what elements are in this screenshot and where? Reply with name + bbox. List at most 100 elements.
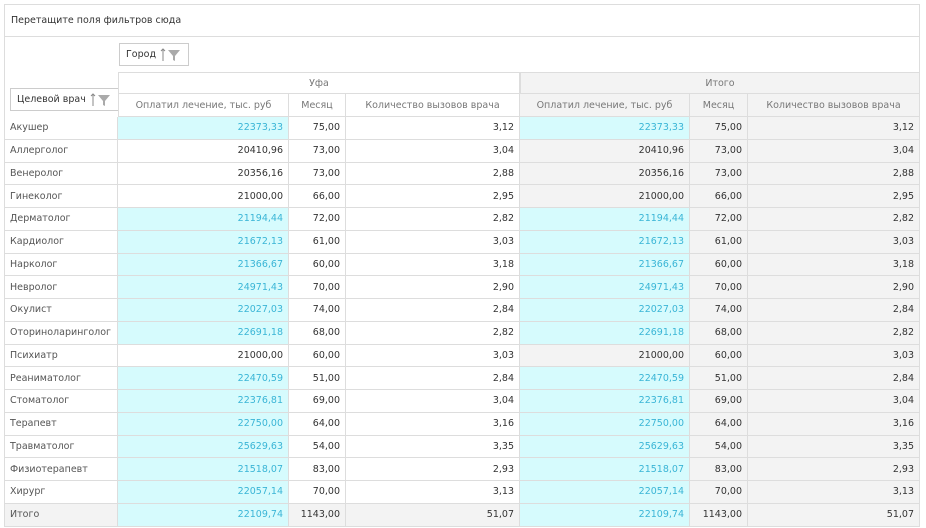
value-cell: 22376,81 <box>520 390 690 413</box>
value-cell: 73,00 <box>289 162 346 186</box>
value-cell: 64,00 <box>289 412 346 436</box>
value-cell: 54,00 <box>690 435 748 459</box>
value-cell: 20410,96 <box>520 139 690 163</box>
value-cell: 83,00 <box>289 458 346 481</box>
value-cell: 61,00 <box>289 230 346 254</box>
measure-header: Оплатил лечение, тыс. руб <box>520 94 690 117</box>
row-header: Акушер <box>4 117 118 140</box>
value-cell: 75,00 <box>690 117 748 140</box>
row-header: Венеролог <box>4 162 118 186</box>
value-cell: 22691,18 <box>118 321 289 345</box>
value-cell: 68,00 <box>289 321 346 345</box>
value-cell: 1143,00 <box>690 503 748 527</box>
value-cell: 70,00 <box>690 276 748 299</box>
value-cell: 66,00 <box>690 185 748 208</box>
value-cell: 3,12 <box>346 117 520 140</box>
value-cell: 3,12 <box>748 117 920 140</box>
measure-header: Количество вызовов врача <box>748 94 920 117</box>
value-cell: 60,00 <box>690 344 748 368</box>
row-header: Гинеколог <box>4 185 118 208</box>
value-cell: 21366,67 <box>520 253 690 277</box>
measure-header: Оплатил лечение, тыс. руб <box>118 94 289 117</box>
value-cell: 21672,13 <box>520 230 690 254</box>
value-cell: 61,00 <box>690 230 748 254</box>
value-cell: 73,00 <box>289 139 346 163</box>
value-cell: 70,00 <box>690 481 748 504</box>
value-cell: 2,82 <box>748 321 920 345</box>
value-cell: 69,00 <box>289 390 346 413</box>
value-cell: 22373,33 <box>118 117 289 140</box>
value-cell: 21672,13 <box>118 230 289 254</box>
value-cell: 20410,96 <box>118 139 289 163</box>
value-cell: 2,90 <box>346 276 520 299</box>
value-cell: 2,84 <box>346 299 520 322</box>
value-cell: 60,00 <box>690 253 748 277</box>
value-cell: 72,00 <box>690 208 748 231</box>
value-cell: 73,00 <box>690 139 748 163</box>
filter-area[interactable]: Перетащите поля фильтров сюда <box>4 4 920 37</box>
value-cell: 72,00 <box>289 208 346 231</box>
value-cell: 64,00 <box>690 412 748 436</box>
value-cell: 2,82 <box>748 208 920 231</box>
value-cell: 21000,00 <box>520 185 690 208</box>
value-cell: 2,93 <box>748 458 920 481</box>
value-cell: 3,13 <box>346 481 520 504</box>
row-header: Аллерголог <box>4 139 118 163</box>
row-header: Нарколог <box>4 253 118 277</box>
row-header: Стоматолог <box>4 390 118 413</box>
value-cell: 3,35 <box>748 435 920 459</box>
value-cell: 3,16 <box>346 412 520 436</box>
value-cell: 3,04 <box>346 139 520 163</box>
value-cell: 2,84 <box>346 367 520 390</box>
value-cell: 3,13 <box>748 481 920 504</box>
value-cell: 21000,00 <box>118 185 289 208</box>
value-cell: 2,88 <box>748 162 920 186</box>
value-cell: 2,84 <box>748 367 920 390</box>
value-cell: 51,07 <box>346 503 520 527</box>
value-cell: 21000,00 <box>520 344 690 368</box>
column-field-chip[interactable]: Город <box>119 43 190 66</box>
value-cell: 2,90 <box>748 276 920 299</box>
value-cell: 3,35 <box>346 435 520 459</box>
row-header: Реаниматолог <box>4 367 118 390</box>
value-cell: 60,00 <box>289 253 346 277</box>
value-cell: 51,00 <box>690 367 748 390</box>
value-cell: 3,04 <box>748 139 920 163</box>
row-field-chip[interactable]: Целевой врач <box>10 88 119 111</box>
filter-placeholder: Перетащите поля фильтров сюда <box>11 15 182 26</box>
value-cell: 51,00 <box>289 367 346 390</box>
value-cell: 22027,03 <box>520 299 690 322</box>
value-cell: 60,00 <box>289 344 346 368</box>
value-cell: 1143,00 <box>289 503 346 527</box>
value-cell: 21518,07 <box>118 458 289 481</box>
value-cell: 3,03 <box>748 230 920 254</box>
value-cell: 22109,74 <box>520 503 690 527</box>
value-cell: 73,00 <box>690 162 748 186</box>
value-cell: 54,00 <box>289 435 346 459</box>
value-cell: 22470,59 <box>118 367 289 390</box>
value-cell: 22109,74 <box>118 503 289 527</box>
row-header: Дерматолог <box>4 208 118 231</box>
measure-header: Количество вызовов врача <box>346 94 520 117</box>
column-group-header: Итого <box>520 72 920 94</box>
value-cell: 22470,59 <box>520 367 690 390</box>
value-cell: 3,03 <box>346 344 520 368</box>
value-cell: 25629,63 <box>118 435 289 459</box>
value-cell: 22057,14 <box>520 481 690 504</box>
value-cell: 51,07 <box>748 503 920 527</box>
column-group-header: Уфа <box>118 72 520 94</box>
value-cell: 22750,00 <box>118 412 289 436</box>
value-cell: 20356,16 <box>520 162 690 186</box>
value-cell: 70,00 <box>289 481 346 504</box>
value-cell: 2,88 <box>346 162 520 186</box>
value-cell: 66,00 <box>289 185 346 208</box>
value-cell: 2,95 <box>346 185 520 208</box>
value-cell: 68,00 <box>690 321 748 345</box>
value-cell: 70,00 <box>289 276 346 299</box>
value-cell: 3,16 <box>748 412 920 436</box>
value-cell: 3,18 <box>748 253 920 277</box>
value-cell: 21000,00 <box>118 344 289 368</box>
sort-filter-icons <box>90 92 110 106</box>
row-header: Травматолог <box>4 435 118 459</box>
